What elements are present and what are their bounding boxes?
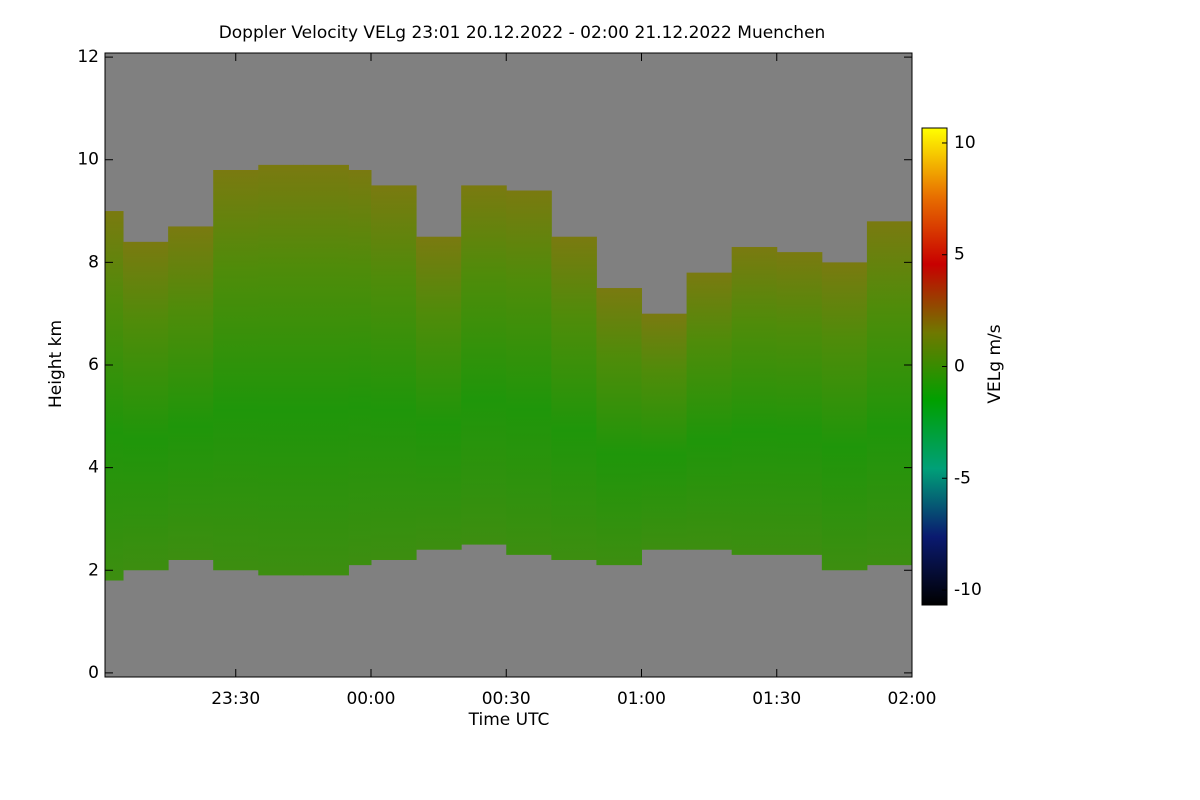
cloud-column: [641, 313, 688, 550]
y-tick-label: 2: [88, 560, 99, 580]
cloud-column: [866, 221, 913, 566]
x-tick-label: 02:00: [888, 689, 937, 709]
cloud-column: [686, 272, 733, 550]
cloud-column: [348, 170, 372, 566]
cloud-column: [258, 164, 304, 576]
cloud-column: [105, 211, 124, 581]
x-axis-label: Time UTC: [468, 710, 550, 730]
cloud-column: [776, 252, 823, 555]
y-tick-label: 12: [77, 47, 99, 67]
x-tick-label: 00:30: [482, 689, 531, 709]
y-tick-label: 4: [88, 458, 99, 478]
colorbar-tick-label: 5: [954, 245, 965, 265]
x-tick-label: 00:00: [346, 689, 395, 709]
chart-title: Doppler Velocity VELg 23:01 20.12.2022 -…: [219, 23, 826, 43]
y-tick-label: 10: [77, 150, 99, 170]
cloud-column: [596, 288, 642, 566]
x-tick-label: 23:30: [211, 689, 260, 709]
cloud-column: [461, 185, 507, 545]
cloud-column: [213, 170, 259, 571]
cloud-column: [551, 236, 597, 561]
colorbar-tick-label: -10: [954, 580, 982, 600]
cloud-column: [168, 226, 214, 560]
cloud-column: [506, 190, 552, 555]
y-tick-label: 8: [88, 252, 99, 272]
colorbar-label: VELg m/s: [985, 324, 1005, 403]
y-axis-label: Height km: [46, 320, 66, 408]
cloud-column: [123, 241, 169, 571]
cloud-column: [731, 246, 778, 555]
y-tick-label: 0: [88, 663, 99, 683]
colorbar-tick-label: -5: [954, 468, 971, 488]
cloud-column: [821, 262, 868, 571]
cloud-column: [416, 236, 462, 550]
x-tick-label: 01:30: [752, 689, 801, 709]
cloud-column: [303, 164, 349, 576]
cloud-column: [370, 185, 417, 561]
colorbar-tick-label: 10: [954, 133, 976, 153]
colorbar-tick-label: 0: [954, 357, 965, 377]
y-tick-label: 6: [88, 355, 99, 375]
x-tick-label: 01:00: [617, 689, 666, 709]
